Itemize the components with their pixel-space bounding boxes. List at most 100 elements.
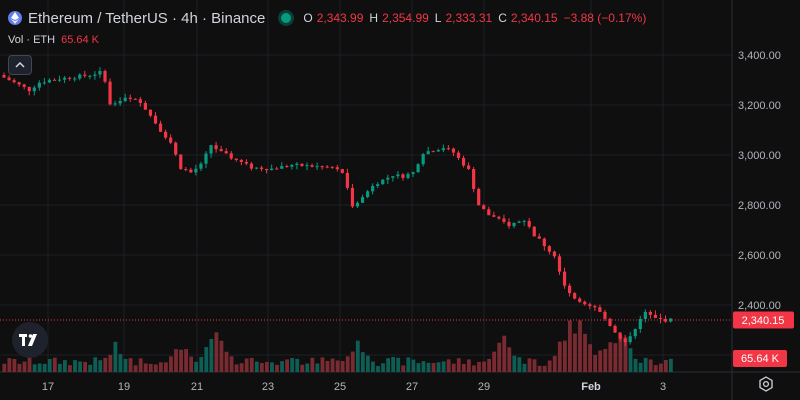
volume-bar: [108, 354, 113, 372]
volume-bar: [386, 358, 390, 372]
candle-body: [174, 142, 178, 155]
volume-bar: [608, 342, 613, 372]
candle-body: [234, 158, 238, 160]
candle-body: [158, 123, 163, 132]
candle-body: [345, 172, 349, 188]
candle-body: [290, 165, 294, 167]
volume-bar: [482, 361, 486, 372]
candle-body: [542, 238, 546, 247]
y-tick-label: 3,400.00: [738, 50, 781, 62]
candle-body: [421, 154, 425, 165]
volume-bar: [204, 347, 209, 372]
candle-body: [653, 314, 658, 319]
y-tick-label: 3,000.00: [738, 150, 781, 162]
volume-bar: [618, 334, 623, 372]
volume-bar: [153, 364, 158, 372]
tradingview-logo[interactable]: [12, 322, 48, 358]
candle-body: [224, 151, 228, 154]
candle-body: [613, 325, 617, 333]
candle-body: [265, 168, 269, 171]
volume-bar: [234, 364, 239, 372]
high-value: 2,354.99: [382, 11, 429, 25]
volume-bar: [451, 363, 456, 372]
volume-bar: [254, 361, 259, 372]
x-tick-label: 21: [191, 381, 203, 393]
candle-body: [2, 75, 6, 78]
candle-body: [128, 97, 132, 99]
candle-body: [254, 167, 259, 169]
candle-body: [431, 151, 435, 153]
candle-body: [7, 77, 11, 81]
volume-bar: [275, 364, 279, 372]
time-axis: 17 19 21 23 25 27 29 Feb 3: [42, 381, 666, 393]
settings-icon[interactable]: [758, 376, 774, 392]
volume-bar: [17, 363, 22, 372]
candle-body: [386, 177, 390, 180]
candle-body: [310, 165, 314, 167]
candle-body: [507, 221, 511, 227]
volume-bar: [658, 363, 663, 372]
volume-bar: [199, 357, 204, 372]
candle-body: [209, 145, 213, 154]
candle-body: [305, 165, 309, 167]
candle-body: [360, 197, 365, 203]
volume-bar: [345, 356, 350, 372]
volume-bar: [148, 363, 153, 372]
candle-body: [492, 215, 496, 217]
candle-body: [376, 184, 380, 186]
candle-body: [502, 218, 506, 222]
volume-bar: [164, 362, 168, 372]
candle-body: [366, 191, 370, 198]
volume-bar: [27, 357, 32, 372]
volume-bar: [219, 340, 224, 372]
volume-bar: [663, 360, 668, 372]
x-tick-label: 17: [42, 381, 54, 393]
volume-bars: [2, 320, 673, 372]
candle-body: [426, 151, 430, 155]
volume-bar: [517, 357, 522, 372]
candle-body: [103, 71, 107, 82]
volume-bar: [229, 356, 234, 372]
volume-bar: [63, 360, 67, 372]
ethereum-icon[interactable]: [8, 11, 22, 25]
volume-bar: [133, 365, 138, 372]
candle-body: [133, 98, 137, 100]
candle-body: [270, 168, 274, 171]
volume-bar: [421, 361, 426, 372]
candle-body: [381, 179, 385, 185]
y-tick-label: 2,600.00: [738, 250, 781, 262]
candle-body: [275, 168, 279, 170]
volume-bar: [93, 357, 98, 372]
volume-bar: [381, 363, 385, 372]
candle-body: [330, 166, 334, 168]
candle-body: [643, 311, 647, 319]
volume-bar: [502, 335, 507, 372]
volume-bar: [22, 361, 27, 372]
candle-body: [12, 80, 16, 83]
ohlc-values: O 2,343.99 H 2,354.99 L 2,333.31 C 2,340.15 …: [303, 11, 648, 25]
symbol-title[interactable]: Ethereum / TetherUS · 4h · Binance: [28, 9, 266, 27]
volume-bar: [68, 365, 72, 372]
svg-text:65.64 K: 65.64 K: [741, 353, 780, 365]
volume-bar: [593, 355, 598, 372]
candle-body: [259, 167, 264, 169]
candle-body: [355, 202, 360, 207]
volume-bar: [562, 340, 567, 372]
x-tick-label: 19: [118, 381, 130, 393]
candle-body: [350, 187, 355, 207]
candle-body: [138, 99, 142, 103]
collapse-legend-button[interactable]: [8, 55, 32, 75]
candle-body: [189, 169, 193, 173]
volume-bar: [487, 358, 491, 372]
volume-legend-label[interactable]: Vol · ETH: [8, 34, 56, 46]
volume-bar: [244, 358, 249, 372]
volume-bar: [552, 355, 557, 372]
svg-text:2,340.15: 2,340.15: [742, 315, 785, 327]
candle-body: [472, 169, 476, 189]
close-value: 2,340.15: [510, 11, 558, 25]
volume-bar: [174, 349, 178, 372]
volume-bar: [512, 355, 517, 372]
x-tick-label: Feb: [581, 381, 601, 393]
